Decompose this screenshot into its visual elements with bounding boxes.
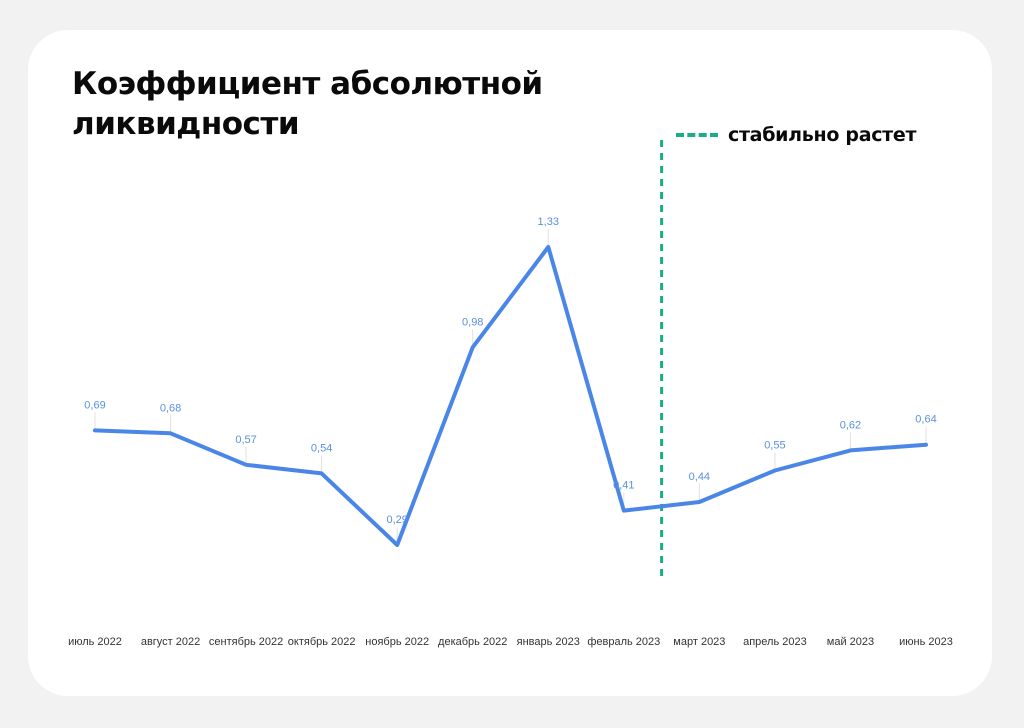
x-tick-label: июнь 2023 [899, 636, 953, 648]
x-tick-label: июль 2022 [68, 636, 122, 648]
x-axis-tick-labels: июль 2022 август 2022 сентябрь 2022 октябрь… [68, 636, 953, 648]
data-label: 0,68 [160, 402, 181, 414]
x-tick-label: март 2023 [673, 636, 725, 648]
chart-title: Коэффициент абсолютной ликвидности [72, 66, 543, 142]
data-label: 0,44 [689, 471, 710, 483]
data-label: 0,98 [462, 316, 483, 328]
data-label: 1,33 [538, 216, 559, 228]
x-tick-label: сентябрь 2022 [209, 636, 283, 648]
data-label: 0,64 [915, 414, 936, 426]
x-tick-label: май 2023 [827, 636, 874, 648]
annotation-legend-label: стабильно растет [728, 124, 917, 146]
annotation-legend: стабильно растет [676, 120, 917, 150]
x-tick-label: август 2022 [141, 636, 200, 648]
data-label: 0,29 [386, 514, 407, 526]
x-tick-label: октябрь 2022 [288, 636, 356, 648]
x-tick-label: декабрь 2022 [438, 636, 507, 648]
x-tick-label: февраль 2023 [587, 636, 660, 648]
chart-card [28, 30, 992, 696]
data-label: 0,41 [613, 480, 634, 492]
data-label: 0,69 [84, 399, 105, 411]
data-labels: 0,69 0,68 0,57 0,54 0,29 0,98 1,33 0,41 0,44 0,55… [84, 216, 936, 526]
x-tick-label: январь 2023 [517, 636, 580, 648]
data-label: 0,54 [311, 442, 332, 454]
x-tick-label: апрель 2023 [743, 636, 807, 648]
series-line [93, 245, 928, 547]
data-label: 0,57 [235, 434, 256, 446]
data-label: 0,55 [764, 440, 785, 452]
data-label: 0,62 [840, 419, 861, 431]
annotation-legend-swatch [676, 133, 718, 137]
x-tick-label: ноябрь 2022 [365, 636, 429, 648]
label-connectors [94, 229, 927, 545]
